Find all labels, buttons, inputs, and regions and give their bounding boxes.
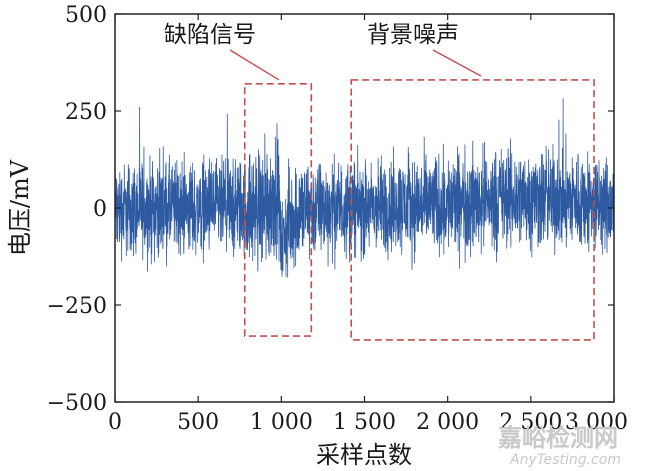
x-tick-label: 1 000 bbox=[250, 410, 313, 435]
y-tick-label: −500 bbox=[47, 391, 107, 416]
y-ticks: 500 250 0 −250 −500 bbox=[47, 3, 614, 416]
y-tick-label: 250 bbox=[65, 100, 107, 125]
annotation-box bbox=[350, 79, 595, 341]
watermark-en: AnyTesting.com bbox=[509, 452, 621, 468]
annotation-labels: 缺陷信号 背景噪声 bbox=[164, 22, 459, 48]
x-ticks: 0 500 1 000 1 500 2 000 2 500 3 000 bbox=[108, 14, 628, 435]
x-tick-label: 500 bbox=[177, 410, 219, 435]
annotation-box bbox=[243, 83, 313, 337]
y-tick-label: −250 bbox=[47, 294, 107, 319]
x-axis-title: 采样点数 bbox=[316, 441, 412, 469]
x-tick-label: 3 000 bbox=[565, 410, 628, 435]
signal-trace bbox=[114, 98, 615, 278]
x-tick-label: 1 500 bbox=[333, 410, 396, 435]
annotation-label: 缺陷信号 bbox=[164, 22, 256, 48]
watermark: 嘉峪检测网 AnyTesting.com bbox=[498, 424, 621, 468]
x-tick-label: 2 000 bbox=[416, 410, 479, 435]
x-tick-label: 0 bbox=[108, 410, 122, 435]
watermark-cn: 嘉峪检测网 bbox=[498, 424, 618, 452]
annotation-label: 背景噪声 bbox=[367, 22, 459, 48]
annotation-boxes bbox=[229, 49, 595, 341]
y-tick-label: 500 bbox=[65, 3, 107, 28]
annotation-leader bbox=[432, 49, 482, 77]
signal-line bbox=[114, 98, 615, 278]
x-tick-label: 2 500 bbox=[499, 410, 562, 435]
y-axis-title: 电压/mV bbox=[6, 159, 34, 256]
y-tick-label: 0 bbox=[93, 197, 107, 222]
annotation-leader bbox=[229, 49, 280, 81]
